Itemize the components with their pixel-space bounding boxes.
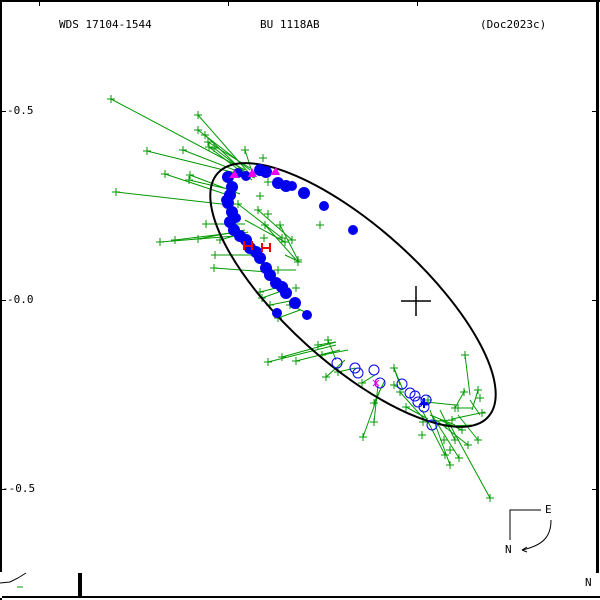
speckle-open-markers	[331, 357, 438, 431]
discoverer-designation: BU 1118AB	[260, 18, 320, 31]
micrometer-residual-lines	[110, 98, 491, 499]
y-tick-label-middle: -0.0	[7, 293, 34, 306]
primary-star-marker	[401, 286, 431, 316]
interferometric-markers	[229, 167, 380, 387]
micrometer-markers	[107, 95, 494, 502]
compass-icon	[509, 509, 552, 553]
compass-east-label: E	[545, 503, 552, 516]
corner-north-label: N	[585, 576, 592, 589]
compass-north-label: N	[505, 543, 512, 556]
wds-identifier: WDS 17104-1544	[59, 18, 152, 31]
y-tick-label-lower: --0.5	[2, 482, 36, 495]
orbit-reference: (Doc2023c)	[480, 18, 547, 31]
y-tick-label-upper: -0.5	[7, 104, 34, 117]
hipparcos-markers	[243, 241, 271, 252]
speckle-filled-markers	[221, 164, 358, 320]
orbit-ellipse	[209, 162, 497, 428]
